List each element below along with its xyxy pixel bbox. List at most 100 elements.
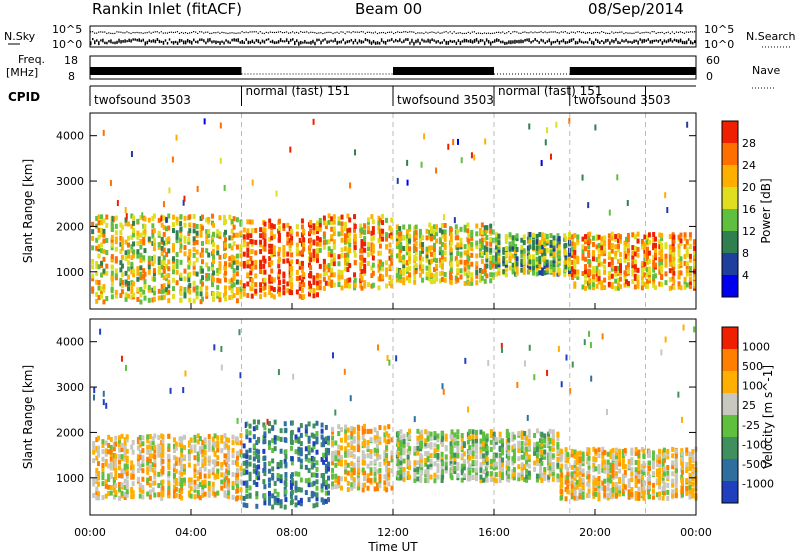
echo-cell (294, 502, 297, 507)
echo-cell (132, 469, 135, 474)
nsearch-point (433, 32, 434, 33)
echo-cell (263, 222, 266, 227)
nsky-point (664, 39, 666, 42)
echo-cell (325, 281, 328, 286)
nsky-point (280, 38, 282, 42)
echo-cell (415, 230, 418, 235)
echo-cell (214, 474, 217, 479)
echo-cell (430, 236, 433, 241)
echo-cell (445, 445, 448, 450)
echo-cell (153, 433, 156, 438)
nsearch-point (163, 33, 164, 34)
nsky-point (252, 40, 254, 43)
echo-cell (415, 247, 418, 252)
echo-cell (460, 260, 463, 265)
echo-cell (501, 472, 504, 477)
echo-cell (464, 225, 467, 230)
echo-cell (205, 248, 208, 253)
nsky-point (242, 40, 244, 44)
echo-cell (322, 477, 325, 482)
cpid-label: CPID (8, 90, 40, 104)
echo-cell (305, 446, 308, 451)
echo-cell (414, 416, 416, 422)
echo-cell (556, 457, 559, 462)
echo-cell (495, 437, 498, 442)
nsearch-point (338, 33, 339, 34)
echo-cell (193, 271, 196, 276)
nsearch-point (233, 32, 234, 33)
echo-cell (378, 483, 381, 488)
nsearch-point (571, 32, 572, 33)
nsearch-point (334, 32, 335, 33)
echo-cell (142, 255, 145, 260)
freq-tick-top: 18 (64, 54, 78, 67)
echo-cell (259, 282, 262, 287)
echo-cell (153, 255, 156, 260)
echo-cell (573, 281, 576, 286)
echo-cell (268, 483, 271, 488)
nsky-point (670, 38, 672, 42)
echo-cell (136, 219, 139, 224)
nsearch-point (193, 31, 194, 32)
echo-cell (603, 450, 606, 455)
nsearch-point (353, 31, 354, 32)
echo-cell (609, 210, 611, 216)
nsearch-point (187, 33, 188, 34)
echo-cell (284, 454, 287, 459)
nsky-point (108, 40, 110, 42)
power-panel (90, 113, 696, 309)
echo-cell (334, 484, 337, 489)
echo-cell (92, 450, 95, 455)
nsky-point (227, 40, 229, 43)
echo-cell (497, 234, 500, 239)
echo-cell (433, 448, 436, 453)
echo-cell (619, 284, 622, 289)
nsearch-point (290, 32, 291, 33)
echo-cell (443, 214, 445, 220)
nsearch-point (161, 31, 162, 32)
echo-cell (114, 463, 117, 468)
nsearch-point (468, 32, 469, 33)
nsearch-point (421, 32, 422, 33)
echo-cell (127, 286, 130, 291)
nsky-point (340, 40, 342, 43)
echo-cell (485, 241, 488, 246)
echo-cell (127, 275, 130, 280)
echo-cell (341, 238, 344, 243)
echo-cell (126, 456, 129, 461)
echo-cell (153, 268, 156, 273)
echo-cell (475, 430, 478, 435)
echo-cell (302, 294, 305, 299)
echo-cell (408, 272, 411, 277)
echo-cell (236, 265, 239, 270)
echo-cell (507, 445, 510, 450)
echo-cell (427, 470, 430, 475)
echo-cell (631, 260, 634, 265)
nsky-point (314, 42, 316, 46)
echo-cell (648, 259, 651, 264)
y-tick-label: 4000 (56, 130, 84, 143)
echo-cell (533, 374, 535, 380)
echo-cell (214, 441, 217, 446)
echo-cell (549, 233, 552, 238)
echo-cell (312, 481, 315, 486)
echo-cell (652, 232, 655, 237)
echo-cell (224, 296, 227, 301)
echo-cell (516, 256, 519, 261)
echo-cell (363, 471, 366, 476)
echo-cell (648, 450, 651, 455)
echo-cell (614, 286, 617, 291)
echo-cell (325, 221, 328, 226)
echo-cell (597, 464, 600, 469)
echo-cell (688, 495, 691, 500)
echo-cell (273, 245, 276, 250)
nsky-point (502, 41, 504, 44)
echo-cell (319, 227, 322, 232)
echo-cell (455, 224, 458, 229)
velocity-panel (90, 319, 698, 515)
nsky-point (563, 39, 565, 43)
echo-cell (367, 444, 370, 449)
echo-cell (331, 435, 334, 440)
echo-cell (236, 455, 239, 460)
echo-cell (413, 274, 416, 279)
